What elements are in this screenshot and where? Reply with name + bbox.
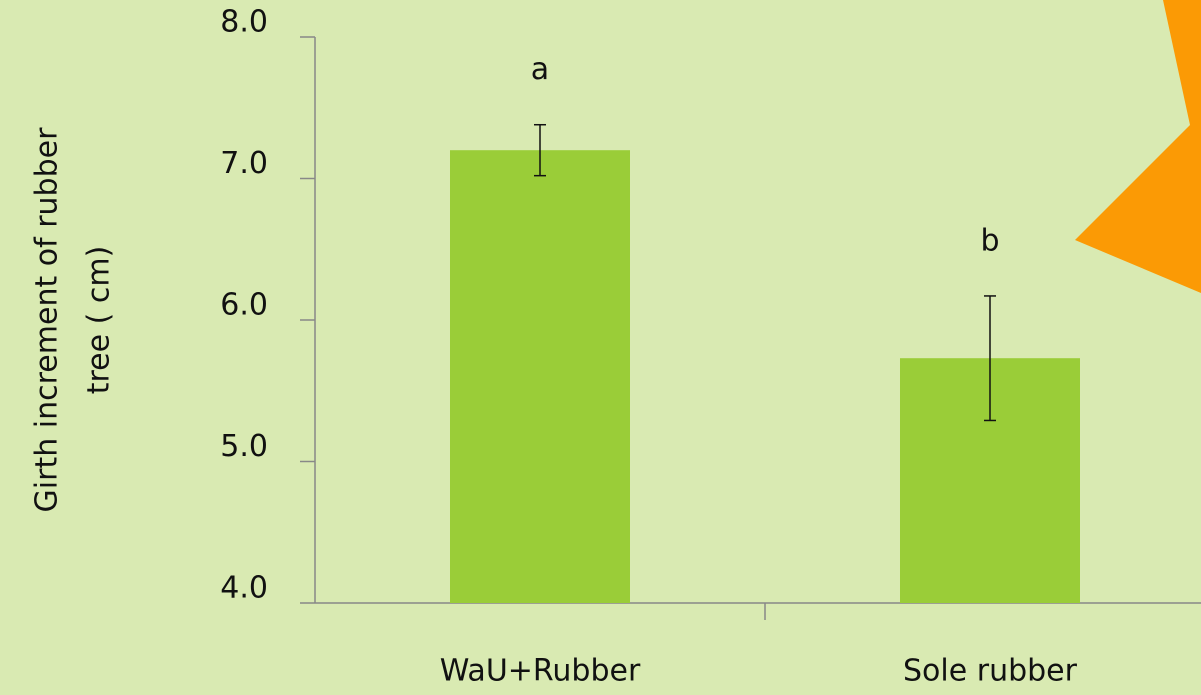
y-tick-label: 5.0: [220, 429, 268, 464]
y-axis-label: tree ( cm): [82, 246, 117, 395]
y-tick-label: 4.0: [220, 571, 268, 606]
y-tick-label: 6.0: [220, 288, 268, 323]
x-tick-label: Sole rubber: [903, 654, 1078, 689]
annotation: a: [531, 52, 549, 87]
error-bar: [534, 123, 546, 177]
error-bar: [984, 295, 996, 422]
x-tick-label: WaU+Rubber: [440, 654, 641, 689]
y-axis-label: Girth increment of rubber: [30, 127, 65, 513]
y-tick-label: 8.0: [220, 5, 268, 40]
decoration: [1075, 0, 1201, 293]
annotation: b: [980, 223, 999, 258]
bar: [450, 150, 630, 603]
y-tick-label: 7.0: [220, 146, 268, 181]
